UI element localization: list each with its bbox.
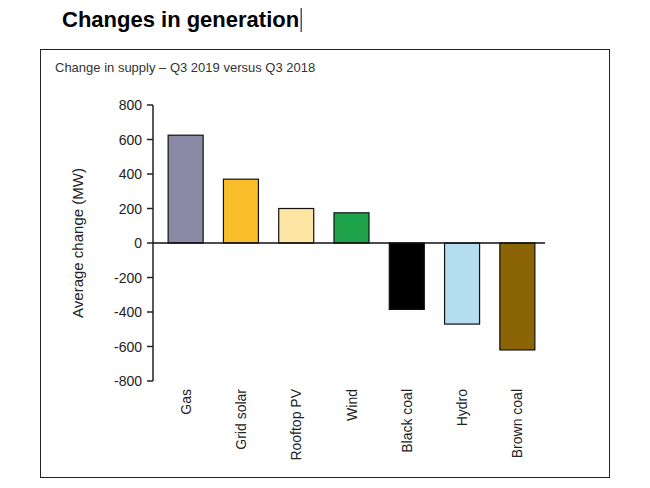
y-tick-label: -400 [114,304,142,320]
x-tick-label: Hydro [454,389,470,427]
y-tick [147,346,153,348]
bar [500,243,535,350]
y-tick-label: -800 [114,373,142,389]
x-tick-label: Wind [344,389,360,421]
y-tick-label: 0 [134,235,142,251]
x-tick-label: Grid solar [233,389,249,450]
bar [279,209,314,244]
bar [389,243,424,309]
y-tick [147,311,153,313]
y-tick-label: -200 [114,270,142,286]
y-tick [147,242,153,244]
y-tick-label: 800 [119,97,143,113]
y-tick-label: 600 [119,132,143,148]
text-cursor [301,8,302,32]
y-tick [147,208,153,210]
y-tick [147,173,153,175]
subtitle: Change in supply – Q3 2019 versus Q3 201… [55,60,315,75]
y-tick [147,104,153,106]
y-tick-label: 400 [119,166,143,182]
bar [168,135,203,243]
x-tick-label: Gas [178,389,194,415]
y-tick-label: -600 [114,339,142,355]
bar [445,243,480,324]
y-tick [147,277,153,279]
background [0,0,650,488]
x-axis-line [153,242,545,244]
chart-root: Changes in generation Change in supply – … [0,0,650,488]
x-tick-label: Black coal [399,389,415,453]
y-tick [147,139,153,141]
x-tick-label: Rooftop PV [288,388,304,460]
y-tick [147,380,153,382]
bar [223,179,258,243]
title: Changes in generation [62,7,299,32]
y-tick-label: 200 [119,201,143,217]
x-tick-label: Brown coal [509,389,525,458]
bar [334,213,369,243]
y-axis-label: Average change (MW) [69,168,86,318]
chart-frame [41,50,610,478]
